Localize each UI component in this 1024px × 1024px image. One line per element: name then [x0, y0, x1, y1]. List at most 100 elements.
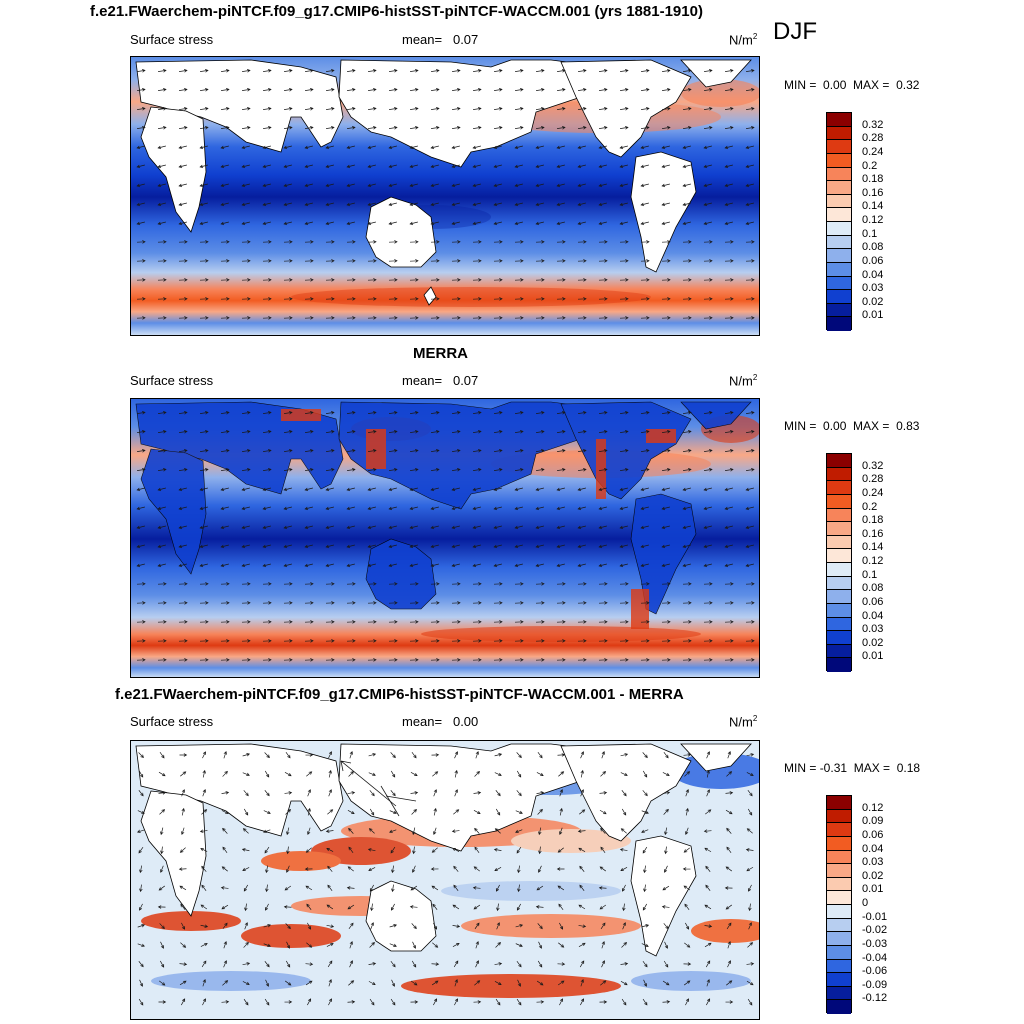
wind-vector-arrow [388, 88, 398, 92]
wind-vector-arrow [703, 107, 713, 111]
wind-vector-arrow [222, 980, 229, 986]
wind-vector-arrow [577, 639, 587, 643]
wind-vector-arrow [495, 942, 501, 948]
wind-vector-arrow [494, 828, 501, 834]
wind-vector-arrow [622, 922, 627, 930]
wind-vector-arrow [682, 316, 692, 320]
wind-vector-arrow [535, 468, 545, 472]
wind-vector-arrow [178, 183, 187, 188]
wind-vector-arrow [178, 316, 188, 320]
wind-vector-arrow [242, 981, 250, 986]
wind-vector-arrow [703, 487, 712, 492]
wind-vector-arrow [136, 468, 146, 472]
wind-vector-arrow [642, 770, 648, 778]
wind-vector-arrow [199, 829, 208, 833]
wind-vector-arrow [577, 487, 586, 492]
wind-vector-arrow [516, 998, 522, 1006]
wind-vector-arrow [199, 658, 209, 662]
wind-vector-arrow [430, 297, 440, 301]
colorbar-tick-label: -0.02 [862, 924, 888, 937]
wind-vector-arrow [243, 884, 249, 892]
wind-vector-arrow [157, 639, 167, 643]
wind-vector-arrow [222, 770, 228, 777]
wind-vector-arrow [178, 639, 188, 643]
wind-vector-arrow [325, 221, 334, 226]
wind-vector-arrow [430, 221, 439, 226]
panel-1-title: f.e21.FWaerchem-piNTCF.f09_g17.CMIP6-his… [90, 3, 703, 20]
colorbar-tick-label: -0.09 [862, 978, 888, 991]
wind-vector-arrow [262, 601, 272, 605]
colorbar-tick-label: 0.02 [862, 869, 884, 882]
wind-vector-arrow [745, 411, 755, 415]
wind-vector-arrow [157, 278, 167, 282]
wind-vector-arrow [285, 865, 290, 873]
wind-vector-arrow [346, 886, 355, 890]
wind-vector-arrow [598, 259, 608, 263]
wind-vector-arrow [325, 563, 334, 568]
wind-vector-arrow [619, 297, 629, 301]
wind-vector-arrow [703, 69, 713, 73]
colorbar-tick-label: 0.03 [862, 623, 884, 636]
wind-vector-arrow [244, 903, 248, 912]
wind-vector-arrow [304, 525, 313, 530]
wind-vector-arrow [430, 278, 440, 282]
wind-vector-arrow [349, 960, 354, 968]
wind-vector-arrow [577, 582, 587, 586]
wind-vector-arrow [472, 525, 481, 530]
wind-vector-arrow [577, 221, 586, 226]
wind-vector-arrow [136, 164, 145, 169]
wind-vector-arrow [220, 278, 230, 282]
wind-vector-arrow [453, 960, 459, 968]
wind-vector-arrow [514, 240, 524, 244]
wind-vector-arrow [683, 847, 690, 853]
wind-vector-arrow [283, 278, 293, 282]
wind-vector-arrow [326, 847, 334, 852]
wind-vector-arrow [325, 202, 334, 207]
wind-vector-arrow [454, 978, 458, 987]
colorbar-swatch [827, 235, 851, 250]
wind-vector-arrow [724, 563, 733, 568]
wind-vector-arrow [494, 962, 503, 966]
wind-vector-arrow [600, 922, 606, 930]
wind-vector-arrow [136, 145, 145, 150]
wind-vector-arrow [430, 639, 440, 643]
wind-vector-arrow [199, 126, 209, 130]
wind-vector-arrow [514, 544, 523, 549]
wind-vector-arrow [369, 941, 375, 948]
wind-vector-arrow [264, 770, 270, 778]
wind-vector-arrow [621, 884, 626, 892]
wind-vector-arrow [412, 941, 417, 949]
wind-vector-arrow [433, 998, 438, 1006]
wind-vector-arrow [514, 639, 524, 643]
wind-vector-arrow [179, 847, 186, 853]
wind-vector-arrow [346, 259, 356, 263]
wind-vector-arrow [242, 867, 250, 872]
wind-vector-arrow [577, 506, 586, 511]
wind-vector-arrow [640, 658, 650, 662]
wind-vector-arrow [326, 942, 334, 947]
wind-vector-arrow [724, 506, 733, 511]
wind-vector-arrow [263, 924, 272, 928]
colorbar-tick-label: 0.08 [862, 582, 884, 595]
wind-vector-arrow [283, 88, 293, 92]
wind-vector-arrow [514, 107, 524, 111]
wind-vector-arrow [452, 924, 461, 928]
wind-vector-arrow [472, 658, 482, 662]
wind-vector-arrow [495, 884, 500, 892]
wind-vector-arrow [493, 69, 503, 73]
wind-vector-arrow [577, 658, 587, 662]
wind-vector-arrow [684, 771, 691, 777]
wind-vector-arrow [199, 69, 209, 73]
wind-vector-arrow [600, 827, 606, 834]
wind-vector-arrow [746, 828, 753, 834]
colorbar-tick-label: 0 [862, 897, 869, 909]
wind-vector-arrow [367, 145, 376, 150]
wind-vector-arrow [286, 941, 291, 949]
wind-vector-arrow [556, 468, 566, 472]
wind-vector-arrow [556, 278, 566, 282]
wind-vector-arrow [157, 221, 166, 226]
wind-vector-arrow [157, 563, 166, 568]
wind-vector-arrow [283, 468, 293, 472]
wind-vector-arrow [430, 316, 440, 320]
wind-vector-arrow [180, 998, 186, 1006]
